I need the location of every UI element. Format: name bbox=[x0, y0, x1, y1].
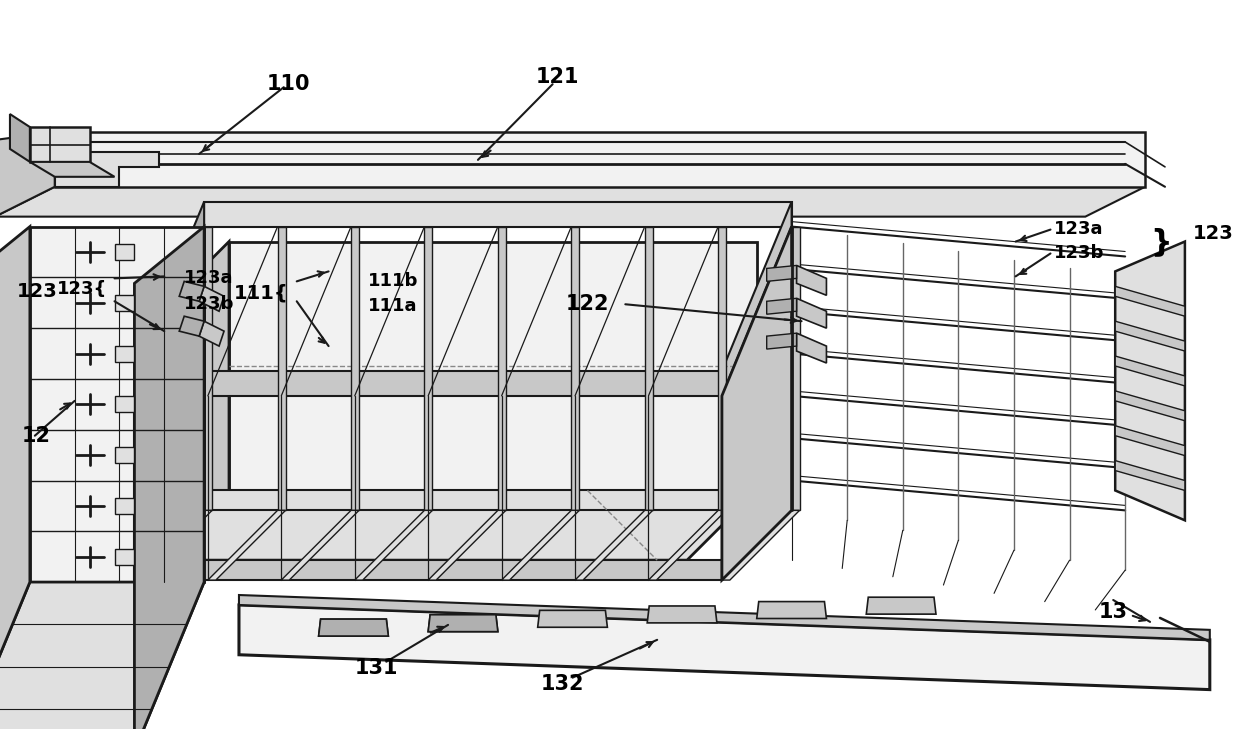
Polygon shape bbox=[0, 132, 55, 216]
Polygon shape bbox=[1115, 287, 1185, 317]
Text: 123b: 123b bbox=[1054, 244, 1104, 262]
Polygon shape bbox=[796, 265, 826, 295]
Polygon shape bbox=[645, 227, 652, 510]
Polygon shape bbox=[239, 605, 1210, 689]
Polygon shape bbox=[428, 615, 497, 632]
Text: 123a: 123a bbox=[1054, 219, 1102, 238]
Polygon shape bbox=[428, 615, 497, 632]
Text: 111{: 111{ bbox=[234, 284, 289, 303]
Text: 123: 123 bbox=[1193, 224, 1234, 243]
Polygon shape bbox=[55, 152, 159, 186]
Polygon shape bbox=[1115, 425, 1185, 455]
Polygon shape bbox=[55, 132, 1145, 186]
Polygon shape bbox=[159, 241, 229, 560]
Text: 123b: 123b bbox=[185, 295, 234, 314]
Polygon shape bbox=[319, 619, 388, 636]
Polygon shape bbox=[1115, 391, 1185, 421]
Polygon shape bbox=[0, 227, 30, 731]
Polygon shape bbox=[497, 227, 506, 510]
Text: 123: 123 bbox=[17, 282, 58, 301]
Polygon shape bbox=[796, 298, 826, 328]
Polygon shape bbox=[180, 281, 205, 301]
Polygon shape bbox=[424, 227, 433, 510]
Polygon shape bbox=[0, 186, 1145, 216]
Polygon shape bbox=[0, 582, 205, 731]
Polygon shape bbox=[428, 510, 506, 580]
Polygon shape bbox=[134, 560, 722, 580]
Polygon shape bbox=[766, 298, 796, 314]
Polygon shape bbox=[134, 227, 205, 731]
Polygon shape bbox=[1115, 356, 1185, 386]
Polygon shape bbox=[278, 227, 285, 510]
Polygon shape bbox=[159, 491, 756, 560]
Polygon shape bbox=[649, 510, 727, 580]
Polygon shape bbox=[791, 227, 800, 510]
Polygon shape bbox=[538, 610, 608, 627]
Polygon shape bbox=[114, 498, 134, 514]
Polygon shape bbox=[10, 114, 30, 162]
Polygon shape bbox=[134, 371, 722, 396]
Polygon shape bbox=[756, 602, 826, 618]
Polygon shape bbox=[205, 227, 212, 510]
Polygon shape bbox=[575, 510, 652, 580]
Polygon shape bbox=[1115, 321, 1185, 351]
Polygon shape bbox=[229, 241, 756, 491]
Text: 132: 132 bbox=[541, 674, 584, 694]
Polygon shape bbox=[114, 447, 134, 463]
Polygon shape bbox=[134, 510, 212, 580]
Polygon shape bbox=[319, 619, 388, 636]
Polygon shape bbox=[114, 244, 134, 260]
Polygon shape bbox=[572, 227, 579, 510]
Polygon shape bbox=[647, 606, 717, 623]
Polygon shape bbox=[30, 162, 114, 177]
Polygon shape bbox=[134, 227, 205, 580]
Polygon shape bbox=[722, 491, 791, 580]
Text: 110: 110 bbox=[267, 75, 310, 94]
Text: 111b: 111b bbox=[368, 273, 419, 290]
Polygon shape bbox=[239, 595, 1210, 640]
Polygon shape bbox=[1115, 461, 1185, 491]
Polygon shape bbox=[867, 597, 936, 614]
Polygon shape bbox=[30, 127, 89, 162]
Polygon shape bbox=[114, 346, 134, 362]
Polygon shape bbox=[766, 333, 796, 349]
Text: 123{: 123{ bbox=[57, 280, 108, 298]
Polygon shape bbox=[722, 510, 800, 580]
Polygon shape bbox=[134, 491, 205, 580]
Polygon shape bbox=[30, 227, 205, 582]
Polygon shape bbox=[766, 265, 796, 281]
Polygon shape bbox=[355, 510, 433, 580]
Polygon shape bbox=[114, 295, 134, 311]
Text: 12: 12 bbox=[22, 425, 51, 446]
Polygon shape bbox=[114, 396, 134, 412]
Polygon shape bbox=[134, 202, 205, 396]
Polygon shape bbox=[180, 317, 205, 336]
Text: 111a: 111a bbox=[368, 298, 418, 315]
Polygon shape bbox=[1115, 241, 1185, 520]
Polygon shape bbox=[722, 202, 791, 396]
Polygon shape bbox=[718, 227, 727, 510]
Text: 122: 122 bbox=[565, 295, 609, 314]
Polygon shape bbox=[502, 510, 579, 580]
Polygon shape bbox=[281, 510, 358, 580]
Polygon shape bbox=[205, 491, 791, 510]
Polygon shape bbox=[208, 510, 285, 580]
Text: 131: 131 bbox=[355, 658, 398, 678]
Text: 123a: 123a bbox=[185, 270, 233, 287]
Polygon shape bbox=[796, 333, 826, 363]
Text: }: } bbox=[1149, 227, 1172, 256]
Polygon shape bbox=[205, 202, 791, 227]
Polygon shape bbox=[351, 227, 358, 510]
Polygon shape bbox=[114, 549, 134, 564]
Polygon shape bbox=[200, 321, 224, 346]
Polygon shape bbox=[200, 287, 224, 311]
Polygon shape bbox=[722, 227, 791, 580]
Text: 13: 13 bbox=[1099, 602, 1127, 622]
Text: 121: 121 bbox=[536, 67, 579, 87]
